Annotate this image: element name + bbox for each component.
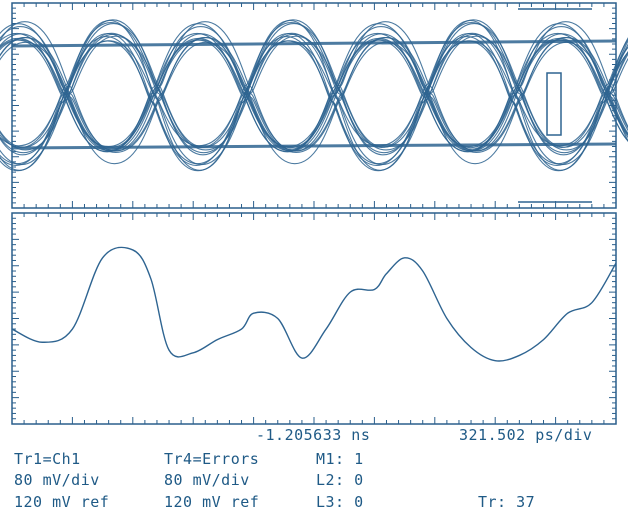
wave-ticks	[12, 213, 616, 424]
waveform-panel	[11, 212, 617, 425]
eye-diagram-panel	[0, 2, 628, 209]
tr1-source-label: Tr1=Ch1	[14, 450, 81, 468]
wave-frame	[11, 212, 617, 425]
eye-trace	[0, 39, 628, 153]
timebase-readout: 321.502 ps/div	[459, 426, 593, 444]
tr4-source-label: Tr4=Errors	[164, 450, 260, 468]
marker-m1: M1: 1	[316, 450, 364, 468]
eye-mask-box	[546, 72, 562, 136]
waveform-trace	[11, 246, 617, 362]
eye-high-band	[11, 39, 617, 48]
eye-trace	[0, 32, 628, 166]
eye-trace	[0, 35, 628, 151]
eye-trace	[0, 40, 628, 165]
tr4-scale-label: 80 mV/div	[164, 471, 250, 489]
time-offset-readout: -1.205633 ns	[256, 426, 371, 444]
eye-trace	[0, 41, 628, 154]
eye-trace	[0, 32, 628, 153]
trace-count: Tr: 37	[478, 493, 536, 511]
eye-traces	[0, 19, 628, 172]
tr4-ref-label: 120 mV ref	[164, 493, 260, 511]
eye-trace	[0, 37, 628, 152]
eye-ticks	[12, 3, 616, 208]
marker-l2: L2: 0	[316, 471, 364, 489]
eye-trace	[0, 33, 628, 154]
tr1-ref-label: 120 mV ref	[14, 493, 110, 511]
marker-l3: L3: 0	[316, 493, 364, 511]
tr1-scale-label: 80 mV/div	[14, 471, 100, 489]
eye-low-band	[11, 142, 617, 150]
